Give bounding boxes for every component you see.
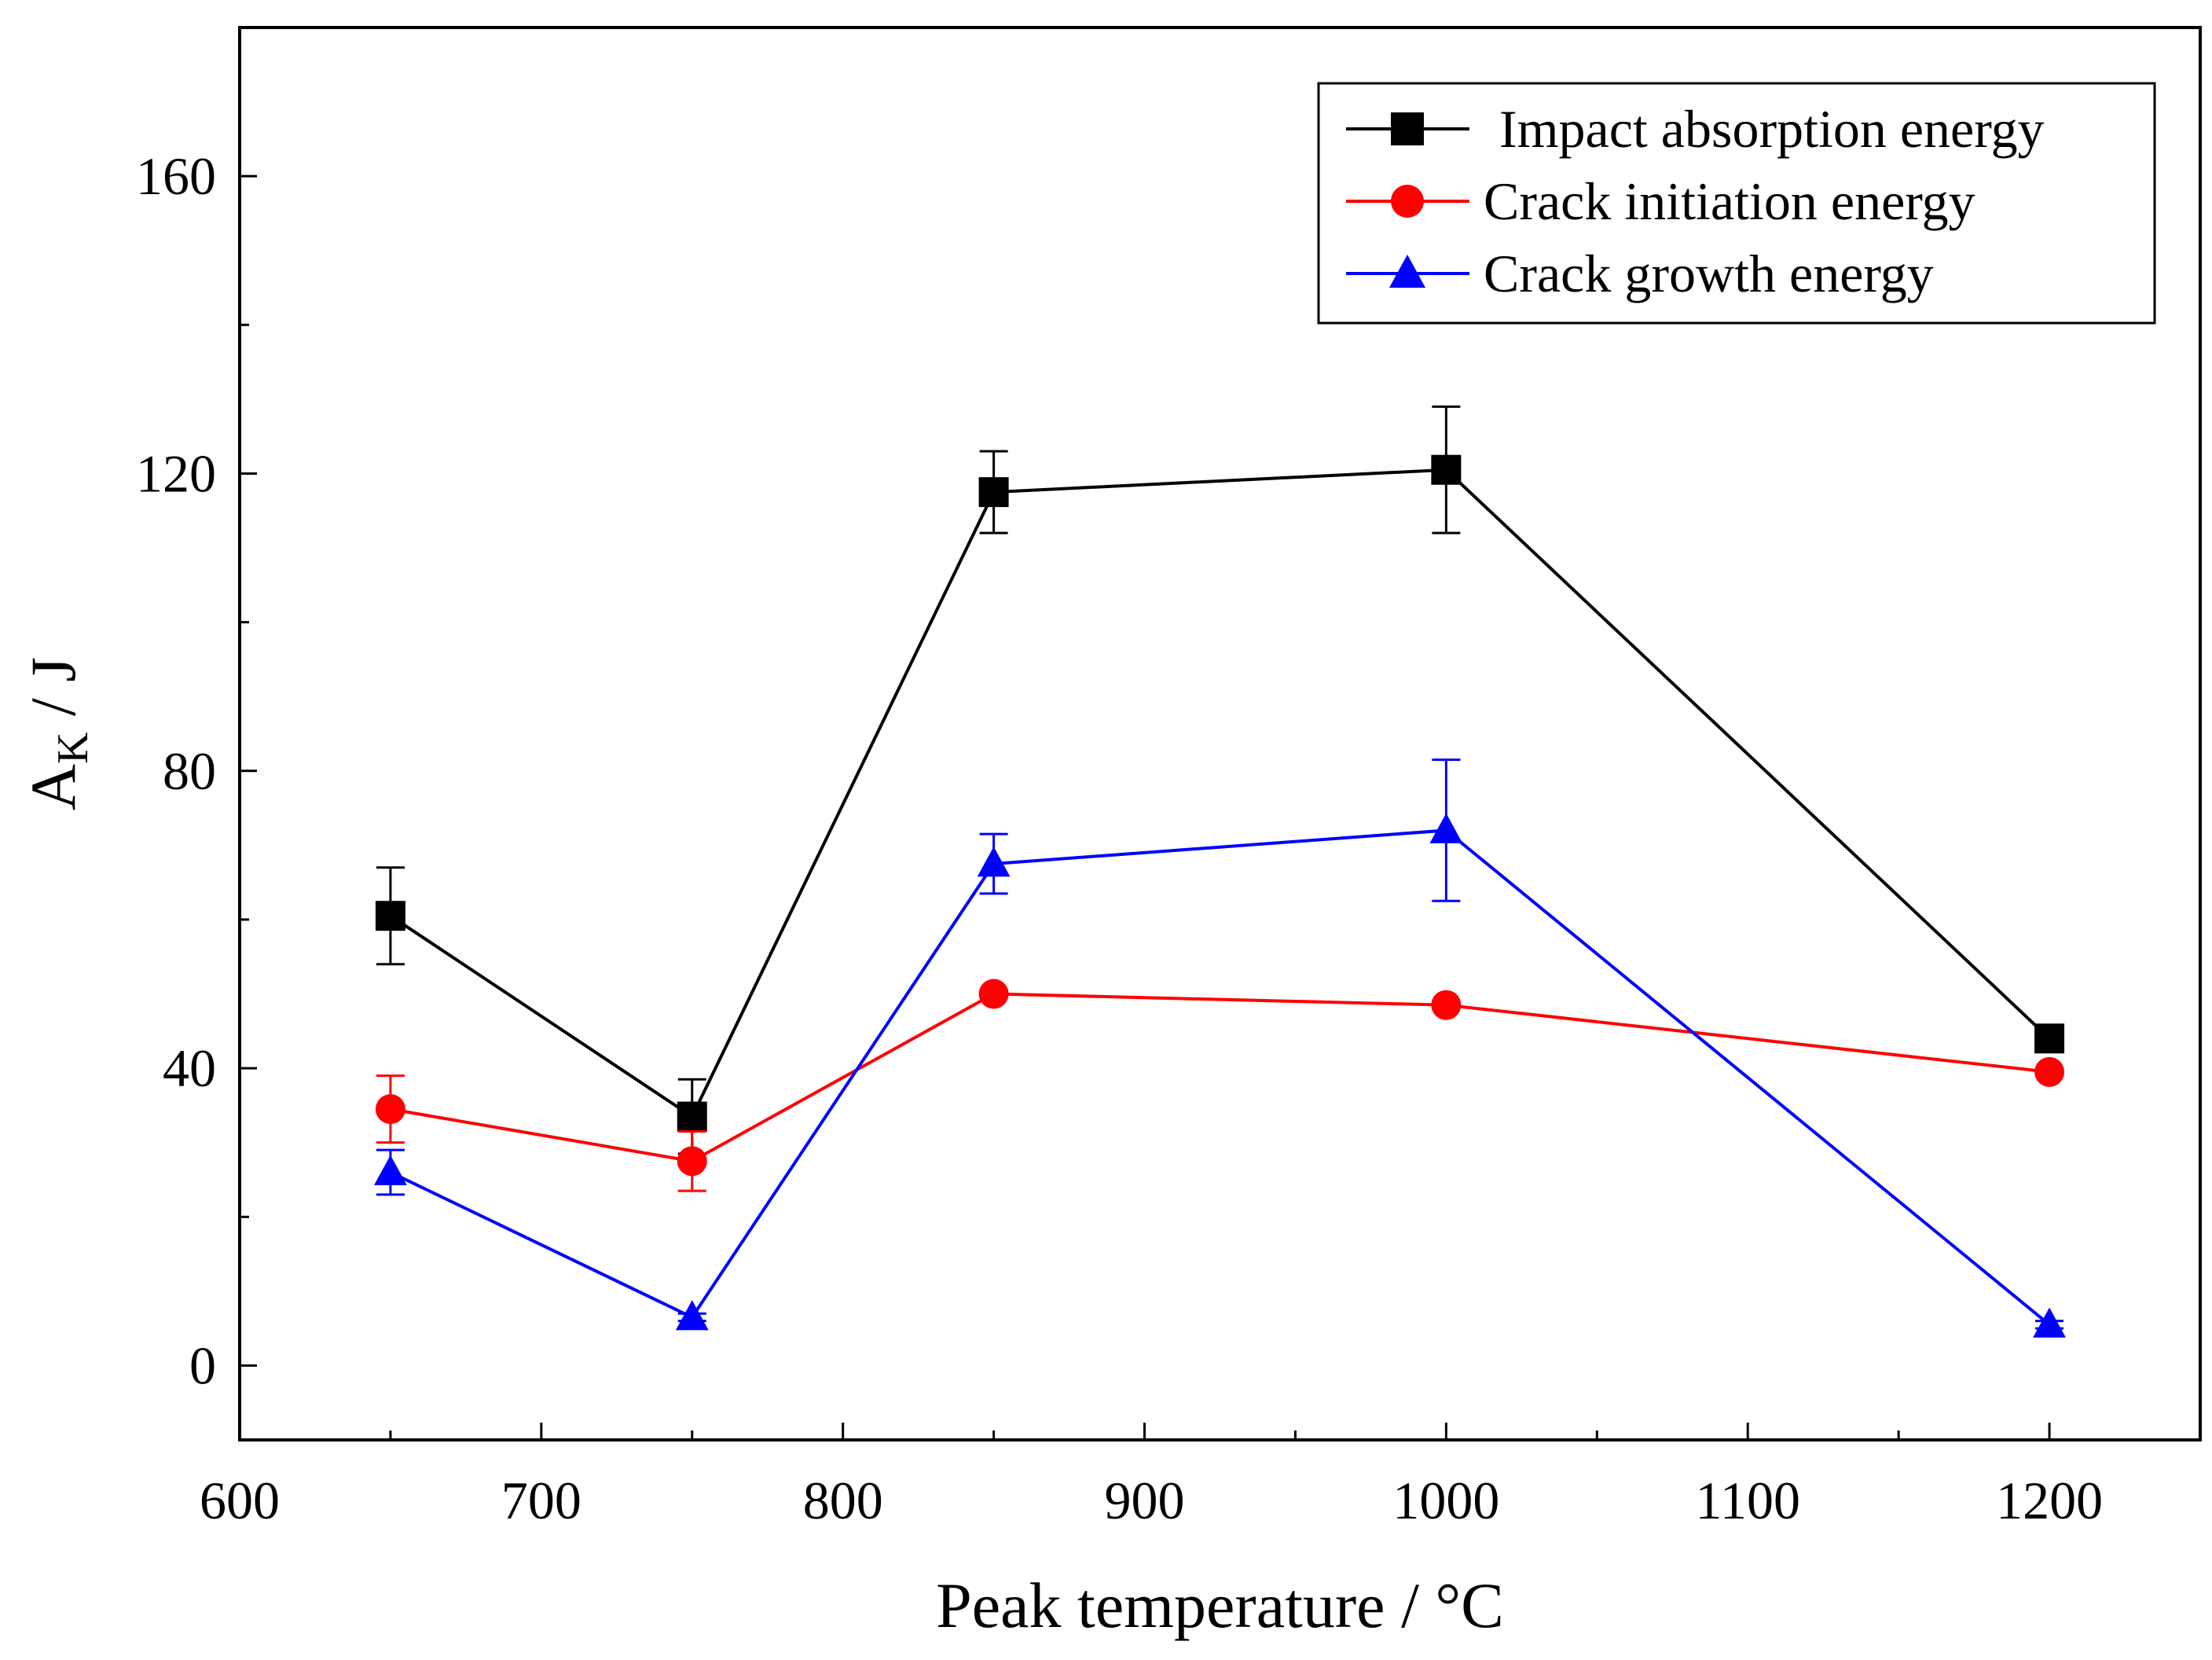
x-tick-label: 600 <box>200 1471 280 1530</box>
x-tick-label: 1200 <box>1996 1471 2103 1530</box>
data-point <box>375 901 405 931</box>
y-axis-title-unit: / J <box>17 657 89 733</box>
data-point <box>1431 454 1462 485</box>
x-tick-labels: 600 700 800 900 1000 1100 1200 <box>200 1471 2103 1530</box>
ticks-layer <box>238 26 2202 1440</box>
x-tick-label: 1100 <box>1695 1471 1799 1530</box>
data-point <box>677 1101 707 1132</box>
legend-marker <box>1391 112 1424 145</box>
y-axis-title-main: A <box>17 764 89 810</box>
data-point <box>978 477 1009 508</box>
legend-label: Crack growth energy <box>1484 244 1934 303</box>
data-point <box>1431 990 1462 1020</box>
y-tick-label: 120 <box>136 443 216 503</box>
plot-frame <box>238 26 2202 1441</box>
x-tick-label: 1000 <box>1392 1471 1499 1530</box>
data-point <box>677 1146 707 1177</box>
y-tick-label: 160 <box>136 146 216 206</box>
data-point <box>1429 813 1463 843</box>
data-point <box>675 1300 709 1331</box>
series-crack-initiation-energy <box>375 979 2065 1192</box>
legend-marker <box>1388 254 1426 288</box>
data-point <box>2034 1023 2065 1054</box>
y-tick-labels: 0 40 80 120 160 <box>136 146 216 1395</box>
x-tick-label: 900 <box>1105 1471 1185 1530</box>
legend-item: Crack initiation energy <box>1346 171 1975 231</box>
legend-item: Crack growth energy <box>1346 244 1934 303</box>
data-point <box>374 1155 407 1185</box>
y-tick-label: 80 <box>163 741 216 801</box>
legend: Impact absorption energy Crack initiation… <box>1317 82 2156 325</box>
legend-box <box>1317 82 2156 325</box>
y-tick-label: 0 <box>189 1335 216 1395</box>
y-axis-title: AK / J <box>17 657 97 810</box>
y-tick-label: 40 <box>163 1038 216 1098</box>
legend-marker <box>1391 185 1424 218</box>
legend-item: Impact absorption energy <box>1346 99 2045 159</box>
data-point <box>2033 1307 2066 1338</box>
data-point <box>977 847 1011 877</box>
x-tick-label: 800 <box>803 1471 883 1530</box>
y-axis-title-subscript: K <box>49 733 97 764</box>
legend-label: Impact absorption energy <box>1499 99 2045 159</box>
data-point <box>2034 1056 2065 1087</box>
data-point <box>375 1094 405 1125</box>
legend-label: Crack initiation energy <box>1484 171 1975 231</box>
data-point <box>978 979 1009 1009</box>
x-tick-label: 700 <box>501 1471 581 1530</box>
series-impact-absorption-energy <box>375 405 2065 1155</box>
x-axis-title: Peak temperature / °C <box>936 1570 1504 1641</box>
series-crack-growth-energy <box>374 758 2066 1338</box>
series-layer <box>374 405 2066 1338</box>
